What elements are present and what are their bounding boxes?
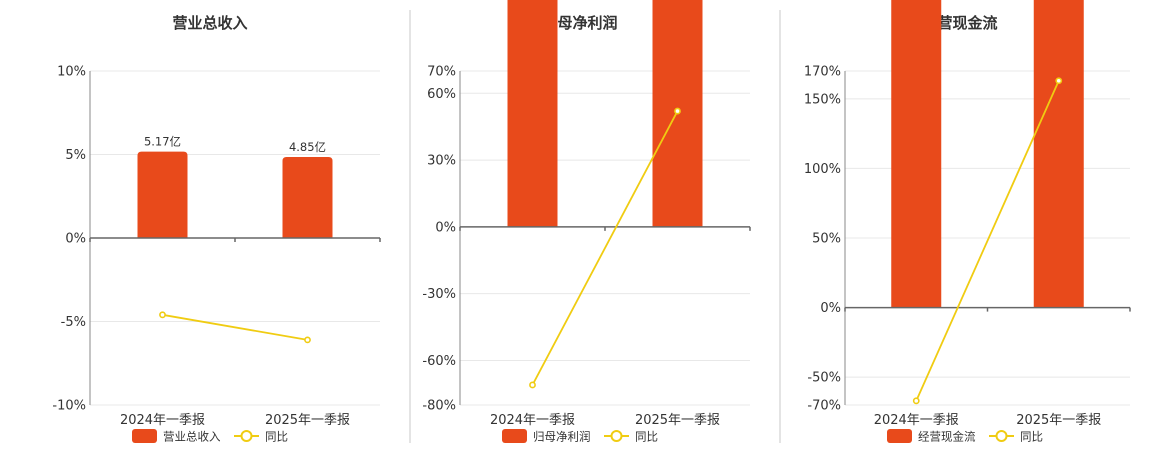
y-tick-label: 30%	[427, 154, 456, 169]
legend-line-marker	[610, 430, 623, 442]
y-tick-label: -5%	[61, 315, 86, 330]
y-tick-label: -80%	[422, 399, 456, 414]
yoy-line	[162, 313, 308, 341]
legend-line-marker	[240, 430, 253, 442]
legend-bar-label: 经营现金流	[918, 430, 976, 444]
yoy-point	[159, 311, 166, 319]
yoy-line	[915, 80, 1060, 402]
bar	[507, 0, 558, 227]
bar	[282, 157, 333, 238]
x-category-label: 2024年一季报	[490, 413, 575, 428]
y-tick-label: 70%	[427, 65, 456, 80]
y-tick-label: 50%	[812, 232, 841, 247]
legend: 归母净利润 同比	[502, 429, 658, 444]
legend-bar-swatch	[502, 429, 527, 443]
y-tick-label: 0%	[820, 301, 841, 316]
legend-bar-swatch	[132, 429, 157, 443]
x-category-label: 2025年一季报	[635, 413, 720, 428]
y-tick-label: 0%	[65, 232, 86, 247]
legend: 营业总收入 同比	[132, 429, 288, 444]
bar	[891, 0, 942, 308]
bar	[137, 151, 188, 238]
x-category-label: 2024年一季报	[874, 413, 959, 428]
yoy-point	[674, 107, 681, 115]
y-tick-label: 5%	[65, 148, 86, 163]
y-tick-label: -70%	[807, 399, 841, 414]
y-tick-label: -60%	[422, 354, 456, 369]
chart-panel-1: 营业总收入 10% 5% 0% -5% -10% 5.17亿 4.85亿 2024年一季报 202…	[52, 14, 381, 444]
y-tick-label: 100%	[804, 162, 841, 177]
legend-bar-swatch	[887, 429, 912, 443]
y-tick-label: 0%	[435, 220, 456, 235]
y-tick-label: -30%	[422, 287, 456, 302]
legend-bar-label: 归母净利润	[533, 430, 591, 444]
x-category-label: 2025年一季报	[265, 413, 350, 428]
bar	[1033, 0, 1084, 308]
legend-line-label: 同比	[265, 430, 288, 444]
yoy-line	[531, 110, 679, 386]
yoy-point	[529, 381, 536, 389]
x-category-label: 2025年一季报	[1016, 413, 1101, 428]
bar-data-label: 4.85亿	[289, 140, 326, 154]
y-tick-label: 60%	[427, 87, 456, 102]
y-tick-label: -10%	[52, 399, 86, 414]
bar-data-label: 5.17亿	[144, 135, 181, 149]
legend: 经营现金流 同比	[887, 429, 1043, 444]
yoy-point	[912, 397, 920, 405]
y-tick-label: 170%	[804, 65, 841, 80]
legend-bar-label: 营业总收入	[163, 430, 221, 444]
chart-panel-2: 归母净利润70%60%30%0%-30%-60%-80%1350.63万2058…	[422, 0, 751, 444]
yoy-point	[1055, 77, 1063, 85]
y-tick-label: 10%	[57, 65, 86, 80]
legend-line-label: 同比	[1020, 430, 1043, 444]
chart-title: 归母净利润	[542, 14, 617, 32]
y-tick-label: 150%	[804, 92, 841, 107]
chart-title: 营业总收入	[172, 14, 247, 32]
yoy-point	[304, 336, 311, 344]
legend-line-label: 同比	[635, 430, 658, 444]
chart-panel-3: 经营现金流170%150%100%50%0%-50%-70%3504.15万92…	[804, 0, 1131, 444]
legend-line-marker	[995, 430, 1008, 442]
x-category-label: 2024年一季报	[120, 413, 205, 428]
y-tick-label: -50%	[807, 371, 841, 386]
